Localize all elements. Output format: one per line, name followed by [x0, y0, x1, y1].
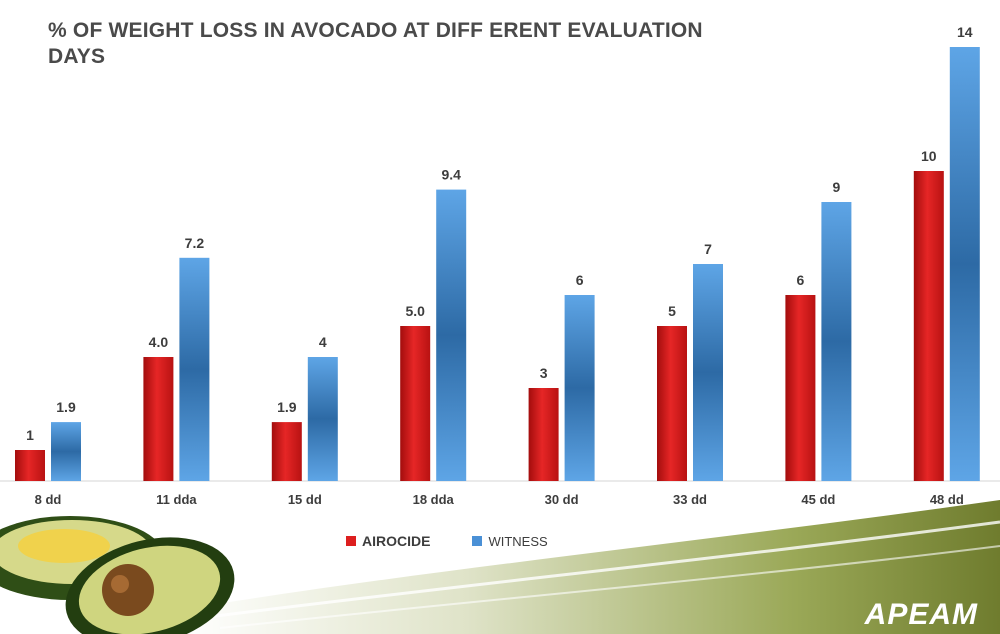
legend: AIROCIDE WITNESS	[346, 531, 590, 551]
data-label-witness-8-dd: 1.9	[56, 399, 76, 415]
x-tick-label-45-dd: 45 dd	[801, 492, 835, 507]
x-tick-label-33-dd: 33 dd	[673, 492, 707, 507]
data-label-witness-15-dd: 4	[319, 334, 327, 350]
legend-label-airocide: AIROCIDE	[362, 533, 431, 549]
bar-airocide-8-dd	[15, 450, 45, 481]
x-tick-label-15-dd: 15 dd	[288, 492, 322, 507]
bar-witness-45-dd	[821, 202, 852, 481]
bar-witness-48-dd	[949, 47, 980, 481]
data-label-witness-45-dd: 9	[833, 179, 841, 195]
data-label-witness-48-dd: 14	[957, 24, 973, 40]
bar-airocide-18-dda	[400, 326, 431, 481]
data-label-witness-11-dda: 7.2	[185, 235, 205, 251]
swoosh-highlight-2	[219, 545, 1000, 629]
x-tick-label-30-dd: 30 dd	[545, 492, 579, 507]
data-label-airocide-11-dda: 4.0	[149, 334, 169, 350]
bar-airocide-48-dd	[913, 171, 944, 481]
bar-witness-33-dd	[693, 264, 723, 481]
data-label-airocide-33-dd: 5	[668, 303, 676, 319]
apeam-logo: APEAM	[864, 598, 978, 631]
data-label-airocide-45-dd: 6	[797, 272, 805, 288]
avocado-illustration	[0, 516, 235, 634]
data-label-airocide-30-dd: 3	[540, 365, 548, 381]
legend-label-witness: WITNESS	[488, 533, 548, 549]
legend-item-airocide: AIROCIDE	[346, 533, 430, 549]
bar-witness-11-dda	[179, 257, 210, 481]
bar-witness-8-dd	[51, 422, 81, 481]
bar-airocide-30-dd	[528, 388, 559, 481]
data-label-witness-30-dd: 6	[576, 272, 584, 288]
legend-swatch-witness	[472, 536, 483, 546]
bar-witness-30-dd	[564, 295, 595, 481]
data-label-airocide-8-dd: 1	[26, 427, 34, 443]
data-label-airocide-18-dda: 5.0	[405, 303, 425, 319]
chart-title: % OF WEIGHT LOSS IN AVOCADO AT DIFF EREN…	[48, 19, 703, 68]
x-tick-label-11-dda: 11 dda	[156, 492, 197, 507]
data-label-airocide-48-dd: 10	[921, 148, 937, 164]
x-tick-label-48-dd: 48 dd	[930, 492, 964, 507]
x-tick-label-8-dd: 8 dd	[35, 492, 62, 507]
green-swoosh	[180, 500, 1000, 634]
bar-airocide-11-dda	[143, 357, 174, 481]
bar-witness-15-dd	[307, 357, 338, 481]
data-label-witness-18-dda: 9.4	[441, 167, 461, 183]
data-label-airocide-15-dd: 1.9	[277, 399, 297, 415]
data-label-witness-33-dd: 7	[704, 241, 712, 257]
swoosh-highlight	[199, 520, 1000, 620]
bar-airocide-45-dd	[785, 295, 816, 481]
x-tick-label-18-dda: 18 dda	[413, 492, 455, 507]
legend-swatch-airocide	[346, 536, 356, 546]
footer-decoration	[0, 500, 1000, 634]
bar-airocide-33-dd	[657, 326, 687, 481]
bar-airocide-15-dd	[271, 422, 302, 481]
bar-witness-18-dda	[436, 189, 467, 481]
legend-item-witness: WITNESS	[472, 533, 548, 549]
